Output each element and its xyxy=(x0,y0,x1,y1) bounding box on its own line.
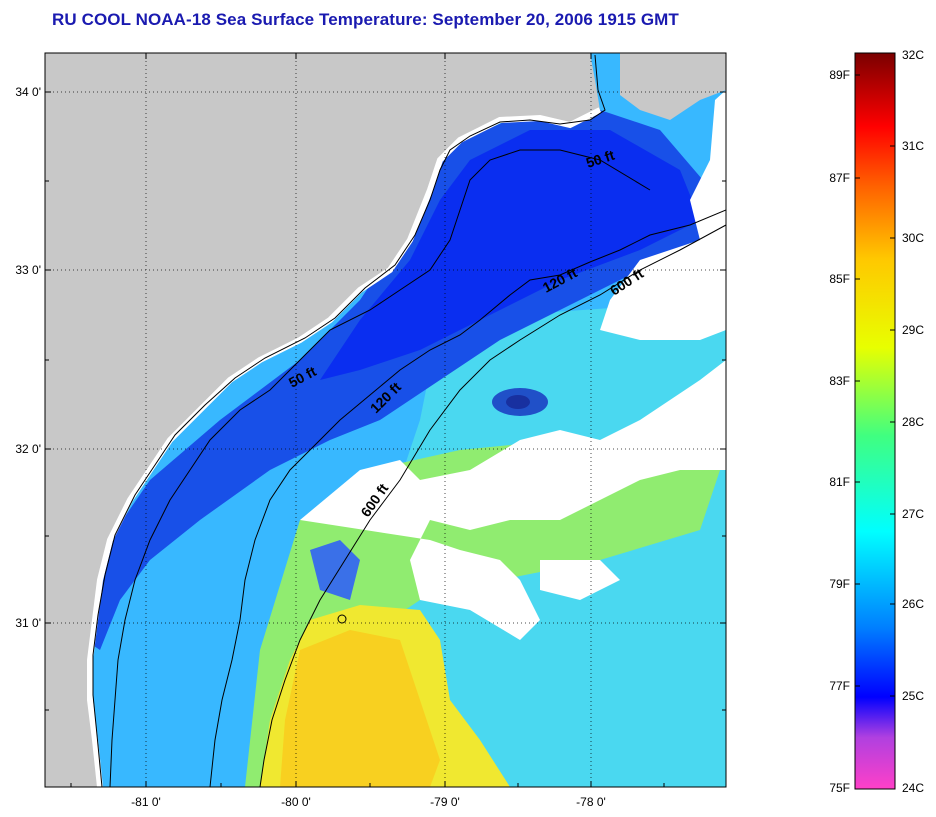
isobath-50ft xyxy=(109,149,651,787)
cold-patch xyxy=(310,540,360,600)
colorbar-c-28: 28C xyxy=(902,415,924,429)
colorbar-f-ticks xyxy=(855,74,860,687)
isobath-600ft xyxy=(259,224,726,787)
land xyxy=(45,53,600,787)
colorbar xyxy=(854,52,896,790)
gulf-stream-hot xyxy=(280,630,440,787)
colorbar-f-75: 75F xyxy=(829,781,850,795)
lat-label-33: 33 0' xyxy=(15,263,41,277)
lat-label-32: 32 0' xyxy=(15,442,41,456)
cloud-patch-south xyxy=(540,560,620,600)
map-frame xyxy=(44,52,727,788)
colorbar-c-24: 24C xyxy=(902,781,924,795)
lat-label-31: 31 0' xyxy=(15,616,41,630)
colorbar-c-29: 29C xyxy=(902,323,924,337)
graticule xyxy=(45,53,726,787)
colorbar-f-83: 83F xyxy=(829,374,850,388)
colorbar-f-79: 79F xyxy=(829,577,850,591)
lat-label-34: 34 0' xyxy=(15,85,41,99)
colorbar-f-77: 77F xyxy=(829,679,850,693)
colorbar-f-81: 81F xyxy=(829,475,850,489)
map-title: RU COOL NOAA-18 Sea Surface Temperature:… xyxy=(52,10,679,29)
land-northeast xyxy=(620,53,726,120)
colorbar-c-30: 30C xyxy=(902,231,924,245)
lon-label-79: -79 0' xyxy=(430,795,460,809)
lon-tick-marks xyxy=(70,53,665,787)
colorbar-c-ticks xyxy=(890,145,895,697)
lon-label-80: -80 0' xyxy=(281,795,311,809)
colorbar-f-89: 89F xyxy=(829,68,850,82)
map-area: 50 ft 50 ft 120 ft 120 ft 600 ft 600 ft xyxy=(45,53,726,787)
coastline xyxy=(92,54,606,787)
lat-tick-marks xyxy=(45,91,726,711)
shoreline xyxy=(87,107,602,787)
colorbar-f-87: 87F xyxy=(829,171,850,185)
coastal-coldest-water xyxy=(320,130,700,380)
lon-label-81: -81 0' xyxy=(131,795,161,809)
colorbar-c-27: 27C xyxy=(902,507,924,521)
colorbar-c-25: 25C xyxy=(902,689,924,703)
lon-label-78: -78 0' xyxy=(576,795,606,809)
cloud-area xyxy=(300,90,726,640)
colorbar-c-32: 32C xyxy=(902,48,924,62)
isobath-120ft xyxy=(209,209,726,787)
cold-eddy-center xyxy=(506,395,530,409)
colorbar-c-26: 26C xyxy=(902,597,924,611)
colorbar-f-85: 85F xyxy=(829,272,850,286)
colorbar-c-31: 31C xyxy=(902,139,924,153)
